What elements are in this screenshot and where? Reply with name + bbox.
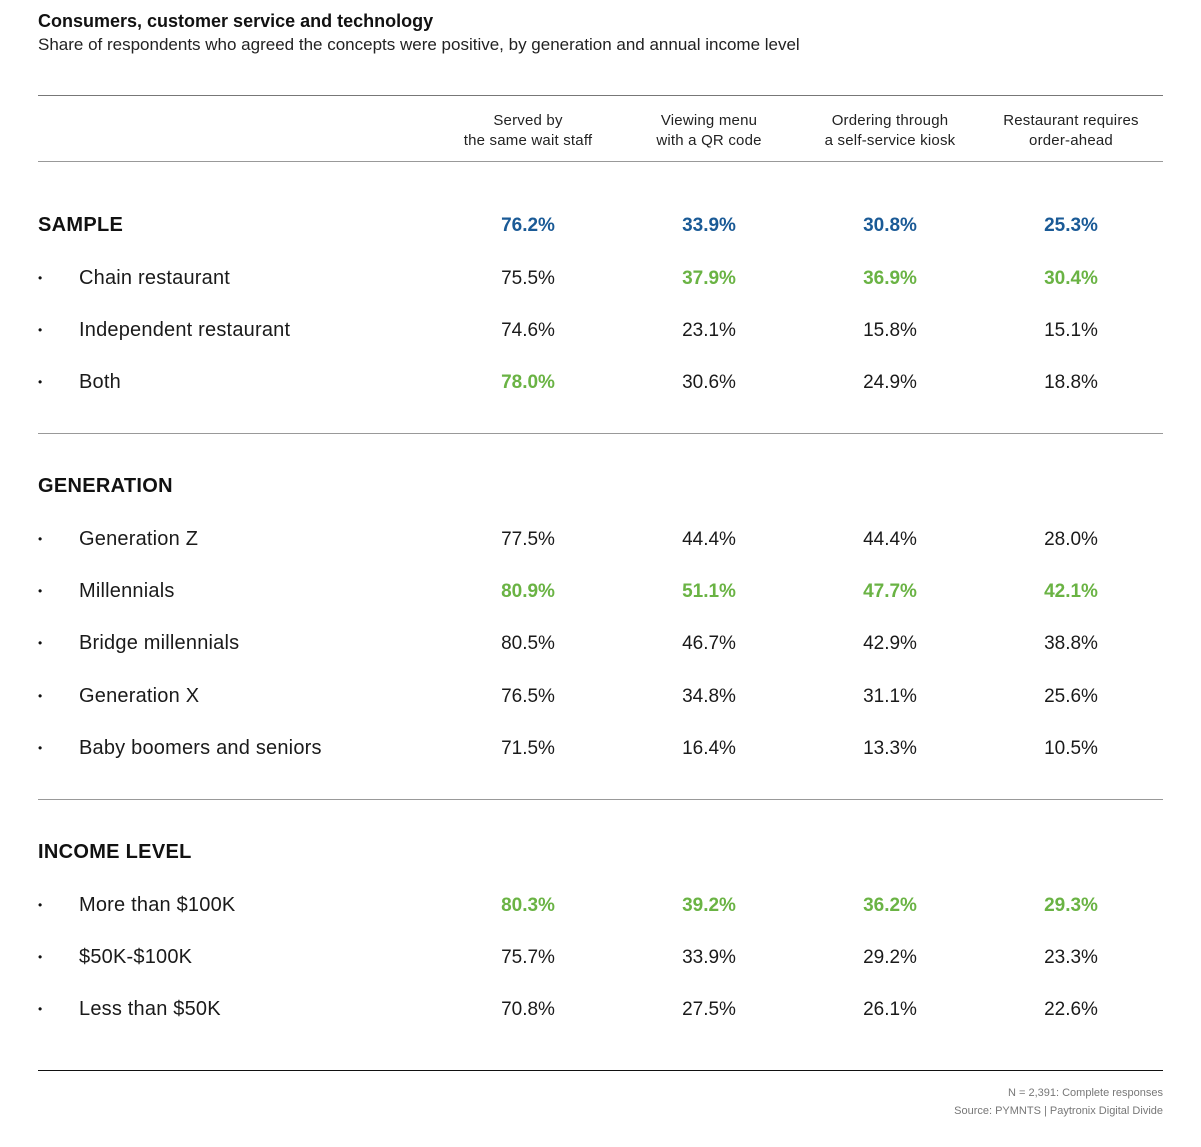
table-cell: 44.4%	[682, 529, 736, 550]
table-cell: 37.9%	[682, 268, 736, 289]
table-cell: 29.2%	[863, 947, 917, 969]
table-cell: 78.0%	[501, 372, 555, 394]
row-label: Both	[79, 371, 121, 394]
footer-note: N = 2,391: Complete responses	[1007, 1087, 1163, 1099]
section-title: INCOME LEVEL	[38, 841, 192, 863]
column-header-line: Viewing menu	[660, 112, 758, 129]
bullet-icon: •	[38, 688, 43, 703]
table-cell: 47.7%	[863, 581, 917, 603]
row-label: Millennials	[79, 580, 175, 603]
bullet-icon: •	[38, 1002, 43, 1017]
section-divider	[38, 433, 1163, 434]
table-cell: 24.9%	[863, 372, 917, 394]
column-header-line: Ordering through	[831, 112, 949, 129]
table-cell: 27.5%	[682, 999, 736, 1021]
section-title: GENERATION	[38, 475, 173, 497]
bullet-icon: •	[38, 740, 43, 755]
section-title: SAMPLE	[38, 214, 124, 236]
table-cell: 23.1%	[682, 320, 736, 342]
table-cell: 15.1%	[1044, 320, 1098, 342]
table-cell: 77.5%	[501, 529, 555, 550]
table-cell: 18.8%	[1044, 372, 1098, 394]
table-cell: 75.7%	[501, 947, 555, 969]
table-cell: 39.2%	[682, 895, 736, 916]
table-cell: 34.8%	[682, 685, 736, 707]
table-cell: 30.6%	[682, 372, 736, 394]
table-cell: 23.3%	[1044, 947, 1098, 969]
table-cell: 75.5%	[501, 268, 555, 289]
bullet-icon: •	[38, 898, 43, 912]
column-header-line: Served by	[493, 112, 563, 129]
row-label: Bridge millennials	[79, 632, 240, 655]
row-label: Less than $50K	[79, 998, 221, 1021]
column-header-4: Restaurant requires order-ahead	[981, 111, 1161, 151]
chart-title: Consumers, customer service and technolo…	[38, 11, 434, 31]
column-header-line: Restaurant requires	[1003, 112, 1139, 129]
column-header-1: Served by the same wait staff	[438, 111, 618, 151]
table-cell: 13.3%	[863, 737, 917, 759]
table-cell: 80.3%	[501, 895, 555, 916]
table-cell: 10.5%	[1044, 737, 1098, 759]
table-cell: 26.1%	[863, 999, 917, 1021]
bullet-icon: •	[38, 271, 43, 285]
section-divider	[38, 799, 1163, 800]
table-cell: 33.9%	[682, 947, 736, 969]
table-cell: 74.6%	[501, 320, 555, 342]
bullet-icon: •	[38, 950, 43, 965]
table-cell: 36.2%	[863, 895, 917, 916]
table-cell: 36.9%	[863, 268, 917, 289]
table-cell: 42.9%	[863, 633, 917, 655]
header-top-rule	[38, 95, 1163, 96]
column-header-2: Viewing menu with a QR code	[619, 111, 799, 151]
bullet-icon: •	[38, 323, 43, 338]
row-label: Baby boomers and seniors	[79, 736, 322, 759]
column-header-line: order-ahead	[1029, 132, 1113, 149]
column-header-line: with a QR code	[656, 132, 762, 149]
row-label: Generation X	[79, 684, 200, 707]
table-cell: 30.4%	[1044, 268, 1098, 289]
table-cell: 70.8%	[501, 999, 555, 1021]
footer-source: Source: PYMNTS | Paytronix Digital Divid…	[954, 1105, 1163, 1117]
row-label: Independent restaurant	[79, 319, 291, 342]
total-cell: 76.2%	[501, 215, 555, 236]
column-header-line: the same wait staff	[463, 132, 593, 149]
row-label: $50K-$100K	[79, 946, 193, 969]
table-cell: 44.4%	[863, 529, 917, 550]
bullet-icon: •	[38, 375, 43, 390]
bullet-icon: •	[38, 532, 43, 546]
table-cell: 80.9%	[501, 581, 555, 603]
total-cell: 25.3%	[1044, 215, 1098, 236]
header-bottom-rule	[38, 161, 1163, 162]
table-cell: 22.6%	[1044, 999, 1098, 1021]
row-label: More than $100K	[79, 894, 236, 916]
table-cell: 29.3%	[1044, 895, 1098, 916]
table-cell: 76.5%	[501, 685, 555, 707]
bullet-icon: •	[38, 636, 43, 651]
table-cell: 71.5%	[501, 737, 555, 759]
table-cell: 25.6%	[1044, 685, 1098, 707]
table-cell: 16.4%	[682, 737, 736, 759]
table-cell: 42.1%	[1044, 581, 1098, 603]
row-label: Chain restaurant	[79, 267, 231, 289]
table-cell: 46.7%	[682, 633, 736, 655]
table-cell: 80.5%	[501, 633, 555, 655]
table-cell: 28.0%	[1044, 529, 1098, 550]
column-header-3: Ordering through a self-service kiosk	[800, 111, 980, 151]
total-cell: 33.9%	[682, 215, 736, 236]
bullet-icon: •	[38, 584, 43, 599]
table-cell: 31.1%	[863, 685, 917, 707]
column-header-line: a self-service kiosk	[824, 132, 956, 149]
total-cell: 30.8%	[863, 215, 917, 236]
row-label: Generation Z	[79, 528, 199, 550]
table-bottom-rule	[38, 1070, 1163, 1071]
table-cell: 38.8%	[1044, 633, 1098, 655]
table-cell: 51.1%	[682, 581, 736, 603]
chart-subtitle: Share of respondents who agreed the conc…	[38, 35, 800, 54]
table-cell: 15.8%	[863, 320, 917, 342]
